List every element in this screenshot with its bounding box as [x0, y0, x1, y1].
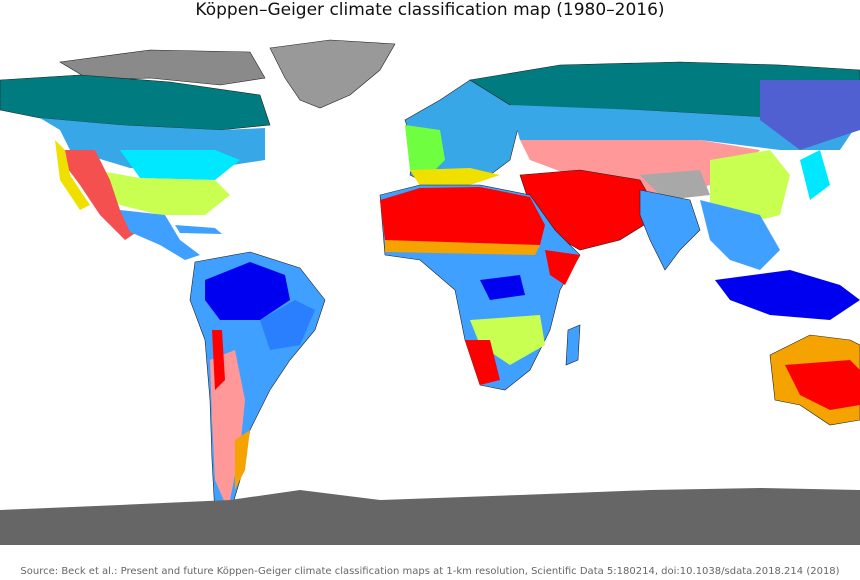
indonesia	[715, 270, 860, 320]
madagascar	[565, 324, 581, 366]
atacama	[212, 330, 225, 390]
western-europe	[405, 125, 445, 175]
central-america	[120, 210, 200, 260]
japan	[800, 150, 830, 200]
patagonia	[235, 430, 250, 490]
asia-boreal	[510, 105, 860, 150]
india	[639, 189, 701, 271]
sahel	[385, 240, 540, 255]
world-map	[0, 39, 860, 545]
north-america-tundra	[0, 74, 271, 131]
east-asia	[710, 150, 790, 225]
north-america-arid	[65, 150, 140, 240]
source-note: Source: Beck et al.: Present and future …	[20, 566, 839, 577]
caribbean	[175, 225, 222, 234]
south-america-arid	[210, 350, 245, 510]
congo	[480, 275, 525, 300]
north-america-west	[55, 140, 90, 210]
north-america-south	[95, 170, 230, 215]
map-title: Köppen–Geiger climate classification map…	[195, 0, 664, 20]
mediterranean	[410, 168, 500, 186]
kalahari	[465, 340, 500, 385]
horn-of-africa	[545, 250, 580, 285]
southeast-asia	[700, 200, 780, 270]
brazil-savanna	[260, 300, 315, 350]
tibet	[640, 170, 710, 200]
antarctica	[0, 488, 860, 545]
sahara	[380, 187, 545, 250]
greenland	[269, 39, 396, 109]
siberia-east	[760, 80, 860, 150]
southern-africa	[470, 315, 545, 365]
australia-desert	[785, 360, 860, 410]
north-america-continental	[120, 150, 240, 180]
amazon	[205, 262, 290, 320]
